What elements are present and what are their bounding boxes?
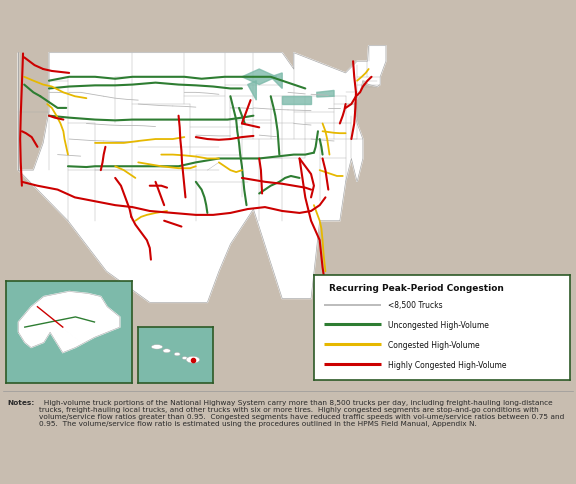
Text: Congested High-Volume: Congested High-Volume: [388, 340, 480, 349]
Polygon shape: [317, 91, 334, 98]
Ellipse shape: [186, 357, 200, 363]
Polygon shape: [282, 97, 311, 105]
Polygon shape: [271, 74, 282, 89]
Polygon shape: [18, 46, 386, 303]
Text: Highly Congested High-Volume: Highly Congested High-Volume: [388, 360, 507, 369]
Polygon shape: [242, 70, 276, 85]
Text: <8,500 Trucks: <8,500 Trucks: [388, 301, 443, 309]
Text: Uncongested High-Volume: Uncongested High-Volume: [388, 320, 489, 329]
Polygon shape: [248, 81, 256, 101]
Text: Recurring Peak-Period Congestion: Recurring Peak-Period Congestion: [329, 283, 504, 292]
Polygon shape: [18, 292, 120, 353]
Ellipse shape: [151, 345, 162, 349]
Text: High-volume truck portions of the National Highway System carry more than 8,500 : High-volume truck portions of the Nation…: [39, 400, 564, 426]
Text: Notes:: Notes:: [7, 400, 35, 406]
Ellipse shape: [174, 353, 180, 356]
Ellipse shape: [163, 349, 170, 353]
Ellipse shape: [182, 357, 187, 360]
